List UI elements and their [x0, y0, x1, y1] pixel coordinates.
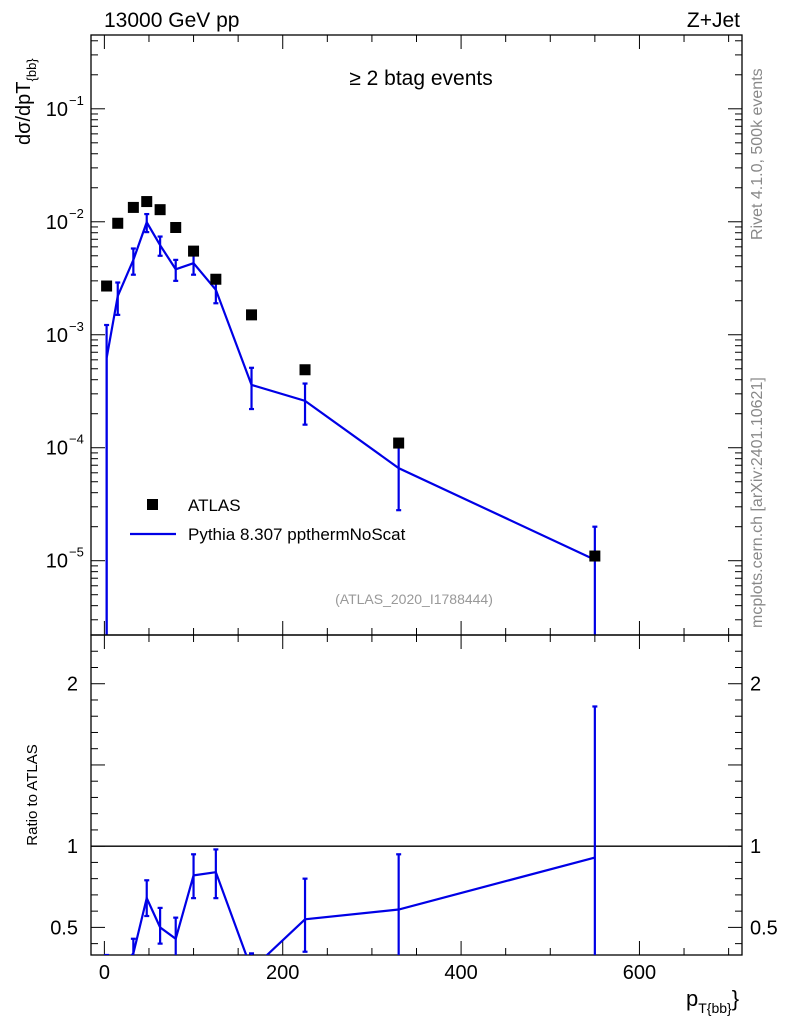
source-label: mcplots.cern.ch [arXiv:2401.10621] — [749, 377, 766, 628]
x-axis-label-sub: T{bb} — [698, 1000, 732, 1016]
ratio-panel: 0.5 0.5 1 1 2 2 0 200 400 600 Ratio to ATLAS pT{… — [24, 634, 778, 1016]
x-axis-label-main: p — [686, 986, 698, 1011]
atlas-data-point — [154, 204, 166, 216]
process-label: Z+Jet — [687, 9, 740, 32]
rivet-label: Rivet 4.1.0, 500k events — [749, 68, 766, 240]
ratio-y-tick-label-right: 1 — [750, 836, 761, 858]
atlas-data-point — [589, 550, 601, 562]
plot-title: ≥ 2 btag events — [349, 67, 492, 90]
ratio-y-tick-label-right: 2 — [750, 674, 761, 696]
main-y-tick-label: 10 — [46, 212, 68, 234]
ratio-frame — [90, 634, 743, 956]
x-tick-label: 0 — [99, 962, 110, 984]
legend-atlas-marker — [147, 499, 158, 510]
legend-mc-label: Pythia 8.307 ppthermNoScat — [188, 525, 406, 544]
mc-error-bars — [104, 212, 598, 635]
x-tick-labels: 0 200 400 600 — [99, 962, 656, 984]
ratio-y-tick-labels: 0.5 0.5 1 1 2 2 — [50, 674, 778, 940]
x-tick-label: 600 — [623, 962, 656, 984]
atlas-data-point — [141, 196, 153, 208]
atlas-data-point — [393, 437, 405, 449]
atlas-data-point — [127, 201, 139, 213]
atlas-data-point — [112, 217, 124, 229]
ratio-y-tick-label: 0.5 — [50, 917, 78, 939]
atlas-data-point — [101, 280, 113, 292]
atlas-data-point — [299, 364, 311, 376]
main-y-axis-label-sub: {bb} — [24, 58, 39, 82]
main-frame — [90, 34, 743, 636]
atlas-data-point — [210, 273, 222, 285]
atlas-data-point — [170, 221, 182, 233]
main-y-tick-exponent: −3 — [69, 319, 84, 334]
main-panel: 10−510−410−310−210−1 ≥ 2 btag events (AT… — [13, 34, 743, 636]
ratio-y-tick-label: 2 — [67, 674, 78, 696]
mc-series-line — [105, 219, 596, 635]
main-y-tick-exponent: −1 — [69, 93, 84, 108]
atlas-data-points — [101, 196, 601, 562]
main-y-tick-exponent: −5 — [69, 545, 84, 560]
main-ticks — [91, 35, 742, 635]
x-axis-label: pT{bb}} — [686, 986, 739, 1016]
atlas-data-point — [188, 245, 200, 257]
legend: ATLAS Pythia 8.307 ppthermNoScat — [130, 496, 406, 544]
energy-label: 13000 GeV pp — [104, 9, 239, 32]
ratio-ticks — [91, 635, 742, 955]
main-y-axis-label: dσ/dpT{bb} — [13, 58, 39, 145]
ratio-y-tick-label-right: 0.5 — [750, 917, 778, 939]
main-y-tick-label: 10 — [46, 438, 68, 460]
x-tick-label: 200 — [266, 962, 299, 984]
main-y-tick-label: 10 — [46, 551, 68, 573]
ratio-series-line — [130, 856, 596, 955]
main-y-tick-exponent: −4 — [69, 432, 84, 447]
ratio-y-axis-label: Ratio to ATLAS — [24, 744, 41, 845]
analysis-tag: (ATLAS_2020_I1788444) — [335, 591, 493, 607]
main-y-axis-label-main: dσ/dpT — [13, 82, 35, 146]
ratio-y-tick-label: 1 — [67, 836, 78, 858]
legend-atlas-label: ATLAS — [188, 496, 241, 515]
ratio-error-bars — [104, 705, 598, 955]
main-y-tick-labels: 10−510−410−310−210−1 — [46, 93, 84, 573]
main-y-tick-label: 10 — [46, 325, 68, 347]
atlas-data-point — [246, 309, 258, 321]
main-y-tick-exponent: −2 — [69, 206, 84, 221]
x-axis-label-brace: } — [732, 986, 739, 1011]
main-y-tick-label: 10 — [46, 99, 68, 121]
x-tick-label: 400 — [444, 962, 477, 984]
